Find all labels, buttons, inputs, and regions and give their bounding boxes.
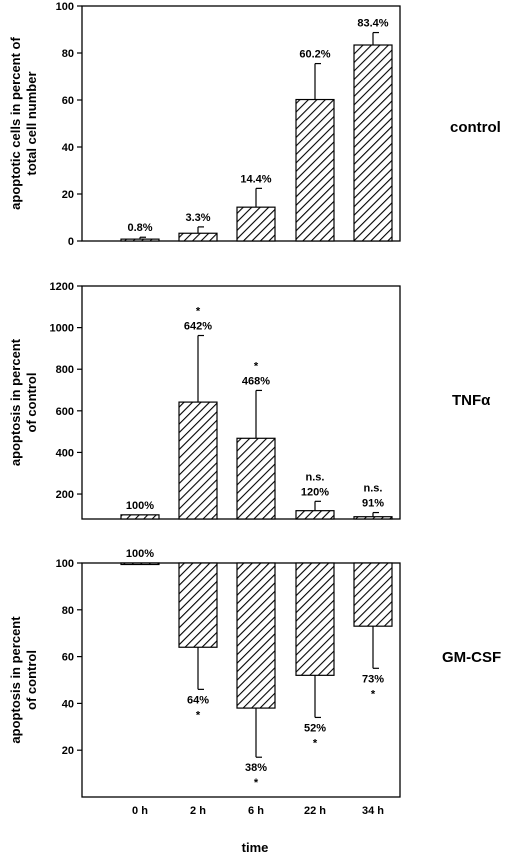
data-label: 73% bbox=[362, 673, 384, 685]
y-tick-label: 60 bbox=[62, 95, 74, 107]
data-label: * bbox=[254, 777, 259, 789]
y-tick-label: 40 bbox=[62, 698, 74, 710]
data-label: 3.3% bbox=[185, 212, 210, 224]
data-label: 14.4% bbox=[240, 173, 271, 185]
data-label: 100% bbox=[126, 500, 154, 512]
chart-tnf-panel: TNFα 200 400 600 800 1000 1200 apoptosis in pe… bbox=[8, 281, 491, 520]
data-label: n.s. bbox=[364, 483, 383, 495]
x-tick-label: 34 h bbox=[362, 805, 384, 817]
bar bbox=[236, 206, 276, 242]
y-tick-label: 1200 bbox=[50, 281, 74, 293]
bar bbox=[178, 401, 218, 520]
y-tick-label: 0 bbox=[68, 236, 74, 248]
bar bbox=[353, 562, 393, 627]
plot-frame bbox=[81, 5, 401, 242]
data-label: 100% bbox=[126, 548, 154, 560]
data-label: 642% bbox=[184, 321, 212, 333]
data-label: * bbox=[254, 360, 259, 372]
y-axis-label: of control bbox=[24, 373, 39, 433]
bar bbox=[295, 510, 335, 520]
y-tick-label: 200 bbox=[56, 489, 74, 501]
bar bbox=[120, 238, 160, 242]
y-tick-label: 20 bbox=[62, 745, 74, 757]
y-axis-label: of control bbox=[24, 650, 39, 710]
data-label: n.s. bbox=[306, 471, 325, 483]
bar bbox=[295, 562, 335, 676]
bar bbox=[236, 562, 276, 709]
x-tick-label: 0 h bbox=[132, 805, 148, 817]
x-axis: 0 h 2 h 6 h 22 h 34 h time bbox=[132, 805, 384, 855]
data-label: 468% bbox=[242, 375, 270, 387]
data-label: 38% bbox=[245, 762, 267, 774]
bar bbox=[353, 516, 393, 520]
data-label: * bbox=[313, 737, 318, 749]
data-label: 83.4% bbox=[357, 18, 388, 30]
data-label: 60.2% bbox=[299, 49, 330, 61]
bar bbox=[178, 562, 218, 648]
y-tick-label: 80 bbox=[62, 48, 74, 60]
data-label: 91% bbox=[362, 498, 384, 510]
panel-label: TNFα bbox=[452, 392, 491, 409]
bar bbox=[236, 437, 276, 520]
panel-label: GM-CSF bbox=[442, 649, 501, 666]
y-axis-label: apoptosis in percent bbox=[8, 338, 23, 466]
bar bbox=[120, 514, 160, 520]
y-tick-label: 100 bbox=[56, 1, 74, 13]
x-tick-label: 2 h bbox=[190, 805, 206, 817]
x-axis-label: time bbox=[242, 840, 269, 855]
bar bbox=[295, 98, 335, 242]
y-tick-label: 60 bbox=[62, 652, 74, 664]
bar bbox=[120, 562, 160, 566]
y-tick-label: 400 bbox=[56, 447, 74, 459]
data-label: * bbox=[371, 688, 376, 700]
data-label: 64% bbox=[187, 694, 209, 706]
data-label: 52% bbox=[304, 722, 326, 734]
y-axis-label: total cell number bbox=[24, 71, 39, 175]
y-axis-label: apoptosis in percent bbox=[8, 616, 23, 744]
y-tick-label: 40 bbox=[62, 142, 74, 154]
chart-control-panel: control 0 20 40 60 80 100 apoptotic cells in p… bbox=[8, 1, 501, 248]
y-tick-label: 800 bbox=[56, 364, 74, 376]
data-label: 0.8% bbox=[127, 222, 152, 234]
panel-label: control bbox=[450, 119, 501, 136]
bar bbox=[178, 232, 218, 242]
y-tick-label: 600 bbox=[56, 406, 74, 418]
bar bbox=[353, 44, 393, 242]
y-axis-label: apoptotic cells in percent of bbox=[8, 37, 23, 210]
y-tick-label: 20 bbox=[62, 189, 74, 201]
y-tick-label: 1000 bbox=[50, 323, 74, 335]
x-tick-label: 22 h bbox=[304, 805, 326, 817]
data-label: * bbox=[196, 306, 201, 318]
y-tick-label: 100 bbox=[56, 558, 74, 570]
data-label: * bbox=[196, 709, 201, 721]
chart-gmcsf-panel: GM-CSF 20 40 60 80 100 apoptosis in percent of… bbox=[8, 548, 501, 798]
x-tick-label: 6 h bbox=[248, 805, 264, 817]
y-tick-label: 80 bbox=[62, 605, 74, 617]
data-label: 120% bbox=[301, 486, 329, 498]
